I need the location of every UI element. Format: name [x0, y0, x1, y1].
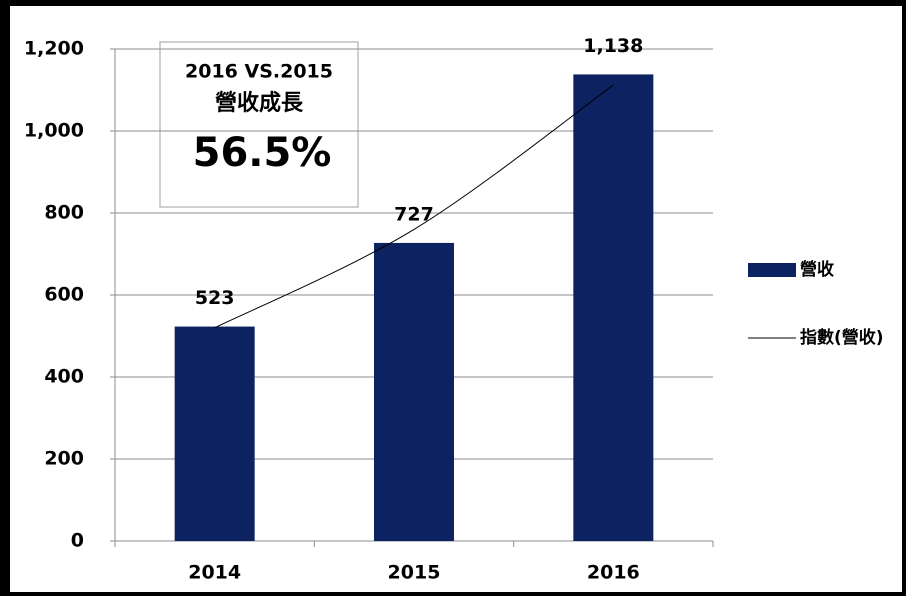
value-label: 523 — [195, 287, 235, 309]
bar — [374, 242, 454, 541]
bar — [174, 326, 255, 541]
annotation-text: 營收成長 — [215, 90, 304, 116]
annotation-box — [159, 41, 359, 208]
legend-swatch — [748, 263, 796, 277]
annotation-highlight: 56.5% — [193, 130, 332, 176]
x-tick-label: 2016 — [587, 562, 640, 584]
y-tick-label: 600 — [44, 284, 84, 306]
y-tick-label: 400 — [44, 366, 84, 388]
legend-label: 營收 — [800, 259, 834, 280]
y-tick-label: 1,200 — [24, 38, 84, 60]
trend-line — [214, 84, 614, 329]
x-tick-label: 2015 — [388, 562, 441, 584]
annotation-text: 2016 VS.2015 — [185, 61, 333, 83]
x-tick-label: 2014 — [188, 562, 241, 584]
value-label: 1,138 — [583, 35, 643, 57]
bar — [573, 74, 654, 542]
chart-background — [10, 6, 902, 592]
y-tick-label: 800 — [44, 202, 84, 224]
value-label: 727 — [394, 203, 434, 225]
y-tick-label: 0 — [71, 530, 84, 552]
legend-label: 指數(營收) — [800, 327, 884, 348]
y-tick-label: 200 — [44, 448, 84, 470]
y-tick-label: 1,000 — [24, 120, 84, 142]
